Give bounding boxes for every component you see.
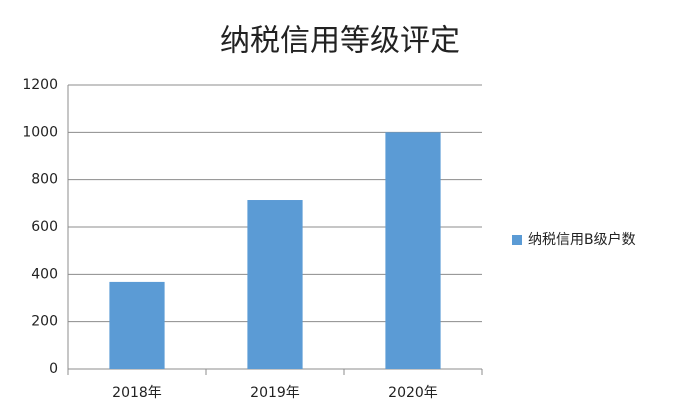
y-tick-label: 600 [31,219,58,235]
y-tick-label: 1200 [22,77,58,93]
x-tick-label: 2018年 [112,385,162,401]
y-tick-label: 400 [31,266,58,282]
chart-title: 纳税信用等级评定 [220,24,460,59]
y-tick-label: 0 [49,361,58,377]
bar [109,281,165,369]
x-tick-label: 2019年 [250,385,300,401]
bar [385,132,441,369]
bar [247,200,303,369]
y-tick-label: 1000 [22,124,58,140]
legend-label: 纳税信用B级户数 [528,231,636,248]
y-tick-label: 200 [31,314,58,330]
y-tick-label: 800 [31,172,58,188]
legend-swatch [512,235,522,245]
x-tick-label: 2020年 [388,385,438,401]
